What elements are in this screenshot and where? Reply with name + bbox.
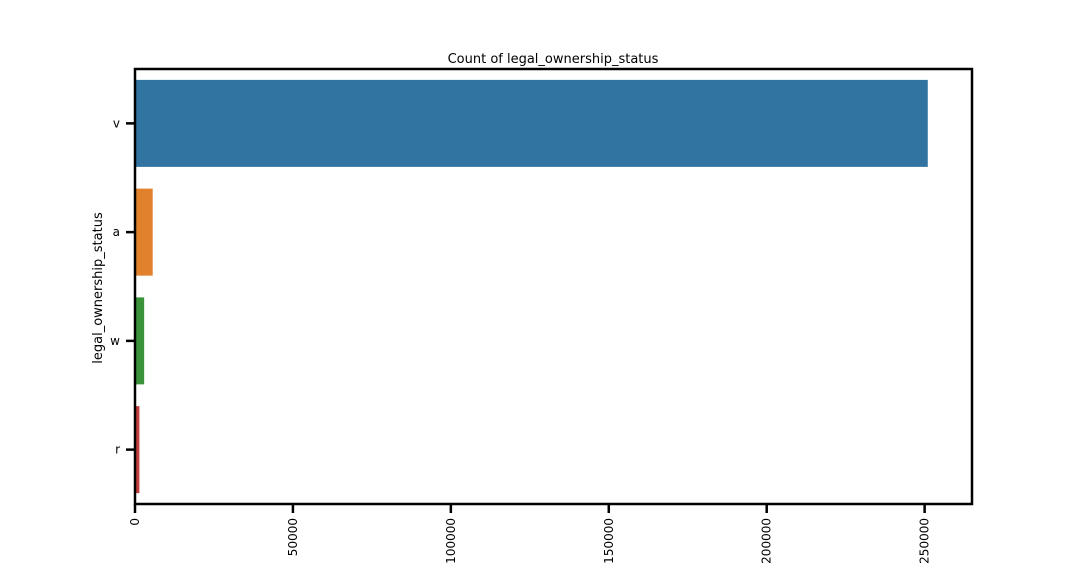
y-tick-label: r bbox=[115, 443, 120, 457]
x-tick-label: 100000 bbox=[444, 518, 458, 564]
y-tick-label: w bbox=[110, 334, 120, 348]
y-axis-label: legal_ownership_status bbox=[91, 212, 106, 364]
y-ticks-group: v a w r bbox=[110, 116, 135, 457]
x-tick-label: 150000 bbox=[602, 518, 616, 564]
x-tick-label: 200000 bbox=[760, 518, 774, 564]
bars-group bbox=[135, 79, 928, 494]
x-ticks-group: 0 50000 100000 150000 200000 250000 bbox=[128, 504, 932, 564]
y-tick-label: v bbox=[113, 116, 120, 130]
bar-v bbox=[135, 79, 928, 167]
bar-r bbox=[135, 406, 140, 494]
x-tick-label: 50000 bbox=[286, 518, 300, 556]
y-tick-label: a bbox=[113, 225, 120, 239]
plot-area-frame bbox=[133, 67, 974, 506]
x-tick-label: 250000 bbox=[918, 518, 932, 564]
chart-title: Count of legal_ownership_status bbox=[448, 52, 659, 67]
bar-w bbox=[135, 297, 145, 385]
x-tick-label: 0 bbox=[128, 518, 142, 526]
bar-a bbox=[135, 188, 153, 276]
